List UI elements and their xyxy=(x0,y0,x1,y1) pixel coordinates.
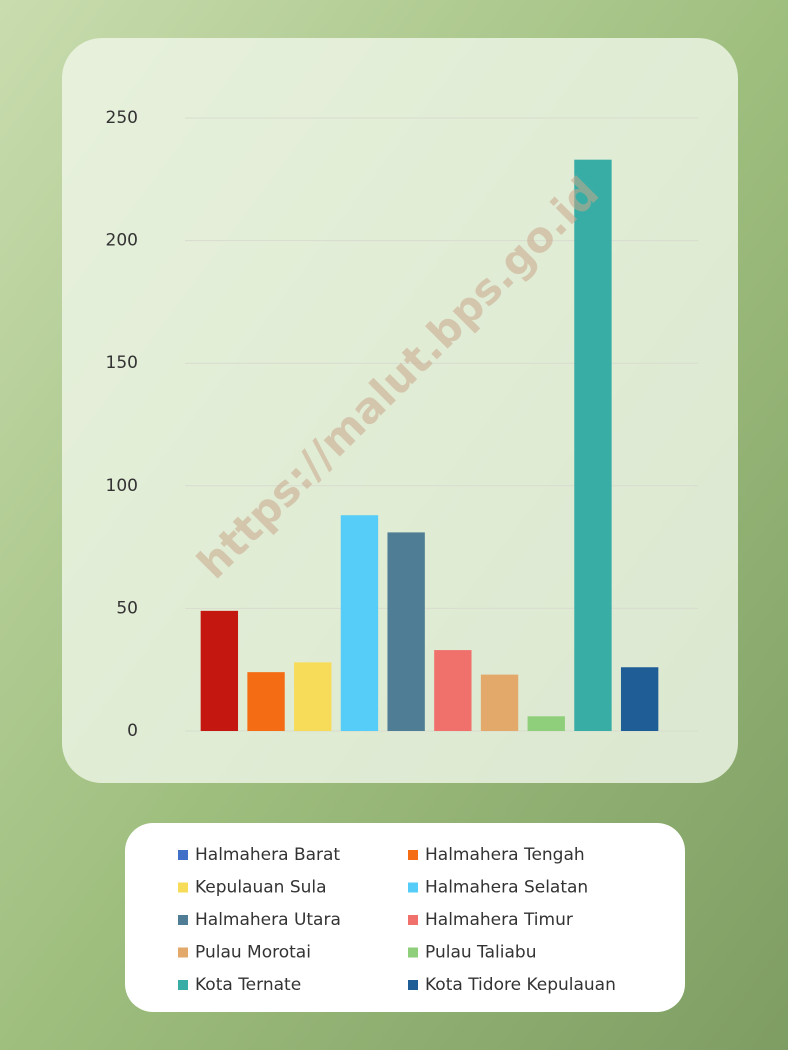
bar xyxy=(574,160,611,731)
y-tick-label: 100 xyxy=(106,476,138,496)
legend-label: Halmahera Tengah xyxy=(425,845,585,865)
legend-swatch xyxy=(178,850,188,860)
legend-swatch xyxy=(178,915,188,925)
y-tick-label: 250 xyxy=(106,108,138,128)
bar xyxy=(621,667,658,731)
legend-label: Halmahera Selatan xyxy=(425,878,588,898)
legend-label: Kota Ternate xyxy=(195,975,301,995)
legend-swatch xyxy=(178,948,188,958)
y-tick-label: 200 xyxy=(106,231,138,251)
legend-swatch xyxy=(408,883,418,893)
legend-label: Pulau Morotai xyxy=(195,943,311,963)
bar xyxy=(341,515,378,731)
legend-label: Halmahera Utara xyxy=(195,910,341,930)
bar xyxy=(528,716,565,731)
legend-swatch xyxy=(408,850,418,860)
bar xyxy=(387,532,424,731)
legend-swatch xyxy=(178,980,188,990)
y-tick-label: 0 xyxy=(127,721,138,741)
legend-swatch xyxy=(408,980,418,990)
legend-label: Kepulauan Sula xyxy=(195,878,327,898)
legend-label: Pulau Taliabu xyxy=(425,943,536,963)
legend-swatch xyxy=(178,883,188,893)
y-tick-label: 50 xyxy=(116,598,138,618)
legend-label: Halmahera Timur xyxy=(425,910,573,930)
bar xyxy=(434,650,471,731)
bar xyxy=(247,672,284,731)
bar xyxy=(481,675,518,731)
legend-swatch xyxy=(408,915,418,925)
bar xyxy=(294,662,331,731)
bar xyxy=(201,611,238,731)
legend-label: Kota Tidore Kepulauan xyxy=(425,975,616,995)
legend-label: Halmahera Barat xyxy=(195,845,340,865)
infographic: 0 50 100 150 200 250 Halmahera Barat Halmahera… xyxy=(0,0,788,1050)
legend-swatch xyxy=(408,948,418,958)
y-tick-label: 150 xyxy=(106,353,138,373)
